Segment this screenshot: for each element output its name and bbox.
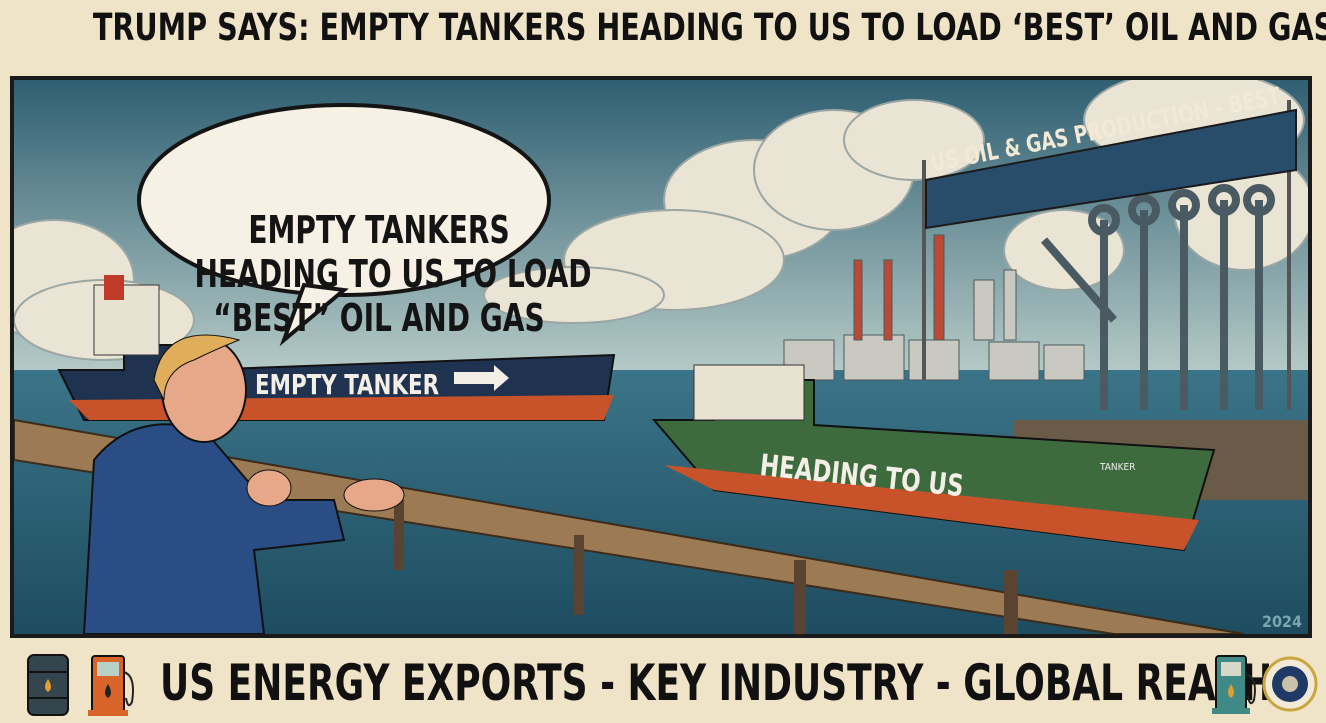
footer: US ENERGY EXPORTS - KEY INDUSTRY - GLOBA… (0, 648, 1326, 723)
presidential-seal-icon (1262, 656, 1318, 712)
pier-posts (394, 500, 1018, 634)
ship2-small-label: TANKER (1100, 462, 1136, 473)
year-label: 2024 (1262, 612, 1303, 631)
banner (925, 108, 1297, 230)
fuel-pump-icon (88, 655, 134, 716)
fuel-pump-icon (1212, 655, 1256, 714)
speech-line: EMPTY TANKERS (248, 208, 510, 252)
speech-bubble-text: EMPTY TANKERS HEADING TO US TO LOAD “BES… (194, 208, 592, 340)
speech-line: “BEST” OIL AND GAS (213, 296, 545, 340)
ship1-label: EMPTY TANKER (255, 368, 440, 401)
footer-text: US ENERGY EXPORTS - KEY INDUSTRY - GLOBA… (160, 654, 1273, 712)
illustration-scene (14, 80, 1308, 634)
speech-bubble (137, 103, 551, 297)
man-figure (82, 334, 405, 634)
oil-barrel-icon (27, 654, 69, 716)
loading-arms (1040, 184, 1275, 410)
illustration: EMPTY TANKERS HEADING TO US TO LOAD “BES… (10, 76, 1312, 638)
pier (14, 418, 1245, 634)
headline: TRUMP SAYS: EMPTY TANKERS HEADING TO US … (92, 6, 1326, 49)
speech-line: HEADING TO US TO LOAD (194, 252, 592, 296)
arrow-right-icon (454, 365, 509, 391)
